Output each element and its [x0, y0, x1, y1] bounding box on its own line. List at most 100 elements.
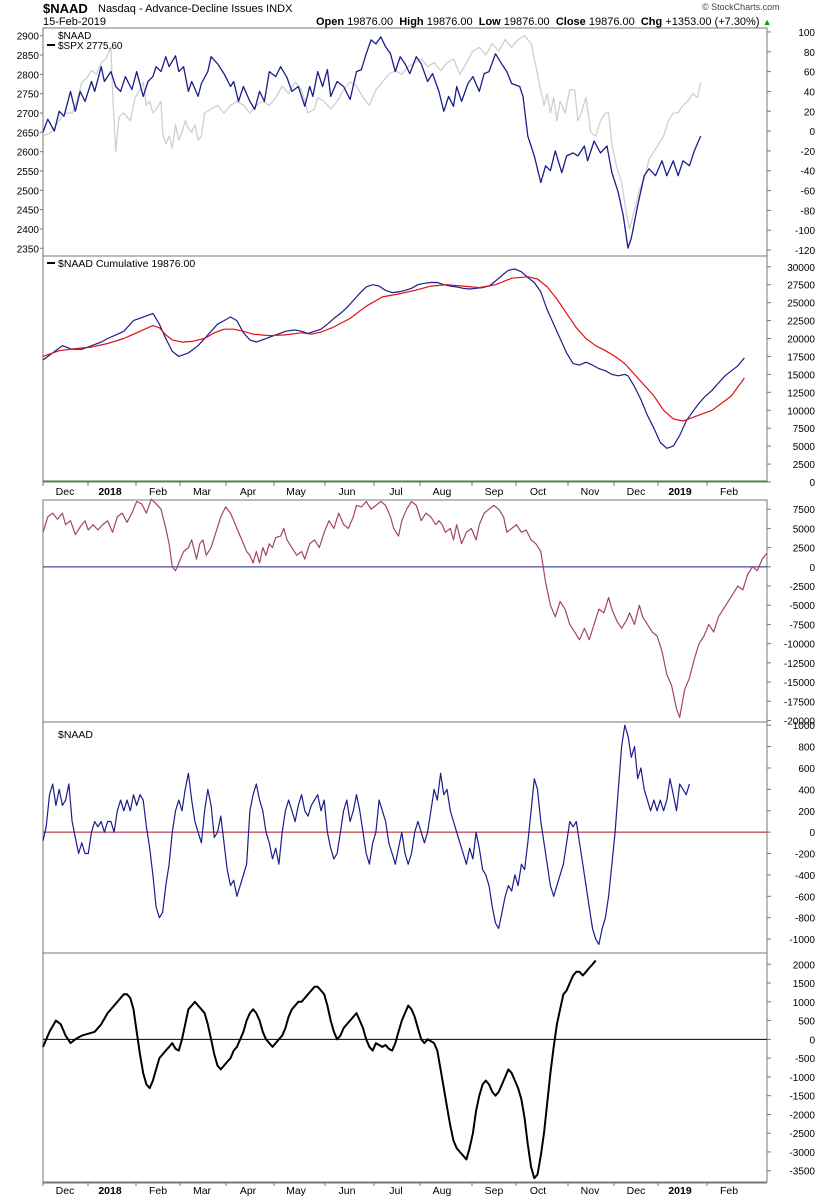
x-axis-label: Nov: [581, 1185, 600, 1197]
panel-2-frame: [42, 255, 768, 483]
left-axis-tick-label: 2650: [17, 128, 40, 139]
right-axis-tick-label: 80: [804, 48, 816, 59]
chart-header: $NAAD Nasdaq - Advance-Decline Issues IN…: [0, 0, 820, 28]
x-axis-label: 2019: [668, 1185, 692, 1197]
x-axis-label: Feb: [149, 1185, 167, 1197]
legend-naad: $NAAD: [58, 31, 91, 42]
right-axis-tick-label: -1000: [789, 935, 815, 946]
right-axis-tick-label: 800: [798, 743, 815, 754]
right-axis-tick-label: -20: [801, 147, 816, 158]
right-axis-tick-label: -7500: [789, 620, 815, 631]
right-axis-tick-label: 1500: [793, 979, 816, 990]
left-axis-tick-label: 2400: [17, 225, 40, 236]
panel-5-frame: [42, 952, 768, 1183]
right-axis-tick-label: 15000: [787, 370, 815, 381]
right-axis-tick-label: -800: [795, 914, 815, 925]
left-axis-tick-label: 2500: [17, 186, 40, 197]
x-axis-label: Jul: [389, 486, 402, 498]
right-axis-tick-label: -12500: [784, 659, 816, 670]
right-axis-tick-label: 0: [809, 563, 815, 574]
left-axis-tick-label: 2700: [17, 109, 40, 120]
x-axis-label: Oct: [530, 1185, 546, 1197]
x-axis-label: Feb: [720, 1185, 738, 1197]
right-axis-tick-label: 600: [798, 764, 815, 775]
x-axis-label: May: [286, 486, 307, 498]
right-axis-tick-label: 2500: [793, 460, 816, 471]
right-axis-tick-label: 12500: [787, 388, 815, 399]
x-axis-label: Mar: [193, 1185, 212, 1197]
left-axis-tick-label: 2900: [17, 32, 40, 43]
x-axis-label: Jun: [339, 486, 356, 498]
left-axis-tick-label: 2550: [17, 167, 40, 178]
right-axis-tick-label: 27500: [787, 281, 815, 292]
right-axis-tick-label: 0: [809, 478, 815, 489]
x-axis-label: Oct: [530, 486, 546, 498]
right-axis-tick-label: 100: [798, 28, 815, 39]
right-axis-tick-label: -200: [795, 850, 815, 861]
legend-spx: $SPX 2775.60: [58, 41, 123, 52]
ohlc-readout: Open 19876.00 High 19876.00 Low 19876.00…: [316, 16, 771, 28]
right-axis-tick-label: 30000: [787, 263, 815, 274]
right-axis-tick-label: -2500: [789, 582, 815, 593]
left-axis-tick-label: 2800: [17, 70, 40, 81]
right-axis-tick-label: 25000: [787, 299, 815, 310]
left-axis-tick-label: 2450: [17, 206, 40, 217]
right-axis-tick-label: -60: [801, 187, 816, 198]
right-axis-tick-label: 5000: [793, 442, 816, 453]
symbol: $NAAD: [43, 1, 88, 16]
legend-naad: $NAAD: [58, 729, 93, 741]
left-axis-tick-label: 2750: [17, 90, 40, 101]
x-axis-label: Aug: [433, 486, 452, 498]
x-axis-label: 2019: [668, 486, 692, 498]
x-axis-label: Feb: [720, 486, 738, 498]
right-axis-tick-label: -10000: [784, 640, 816, 651]
open-label: Open: [316, 16, 345, 28]
left-axis-tick-label: 2850: [17, 51, 40, 62]
series-line-oscillator: [42, 498, 768, 718]
right-axis-tick-label: 17500: [787, 352, 815, 363]
right-axis-tick-label: 7500: [793, 505, 816, 516]
series-line--naad-cumulative: [42, 268, 745, 449]
right-axis-tick-label: 40: [804, 87, 816, 98]
brand-logo: © StockCharts.com: [702, 2, 780, 12]
right-axis-tick-label: 1000: [793, 721, 816, 732]
panel-3-frame: [42, 499, 768, 723]
x-axis-label: Apr: [240, 1185, 257, 1197]
right-axis-tick-label: -80: [801, 206, 816, 217]
right-axis-tick-label: -5000: [789, 601, 815, 612]
x-axis-label: Sep: [485, 1185, 504, 1197]
low-label: Low: [478, 16, 501, 28]
right-axis-tick-label: 10000: [787, 406, 815, 417]
series-line--naad: [42, 36, 702, 249]
legend-cumulative: $NAAD Cumulative 19876.00: [58, 258, 195, 270]
left-axis-tick-label: 2600: [17, 148, 40, 159]
x-axis-label: Dec: [56, 486, 75, 498]
panel-4-frame: [42, 721, 768, 954]
x-axis-label: Dec: [627, 1185, 646, 1197]
right-axis-tick-label: -500: [795, 1054, 815, 1065]
right-axis-tick-label: 7500: [793, 424, 816, 435]
right-axis-tick-label: 2000: [793, 960, 816, 971]
right-axis-tick-label: 1000: [793, 998, 816, 1009]
right-axis-tick-label: -400: [795, 871, 815, 882]
series-line--spx: [42, 35, 702, 230]
right-axis-tick-label: 60: [804, 68, 816, 79]
right-axis-tick-label: 0: [809, 127, 815, 138]
right-axis-tick-label: 400: [798, 785, 815, 796]
right-axis-tick-label: 20000: [787, 335, 815, 346]
right-axis-tick-label: 0: [809, 828, 815, 839]
x-axis-label: Apr: [240, 486, 257, 498]
right-axis-tick-label: -120: [795, 246, 815, 257]
x-axis-label: 2018: [98, 1185, 122, 1197]
x-axis-label: Jul: [389, 1185, 402, 1197]
right-axis-tick-label: 5000: [793, 524, 816, 535]
x-axis-label: May: [286, 1185, 307, 1197]
panel-1-frame: [42, 27, 768, 257]
x-axis-label: Nov: [581, 486, 600, 498]
chg-value: +1353.00 (+7.30%): [665, 16, 760, 28]
right-axis-tick-label: -20000: [784, 716, 816, 727]
up-triangle-icon: ▲: [762, 17, 772, 27]
x-axis-label: Dec: [627, 486, 646, 498]
x-axis-label: Dec: [56, 1185, 75, 1197]
